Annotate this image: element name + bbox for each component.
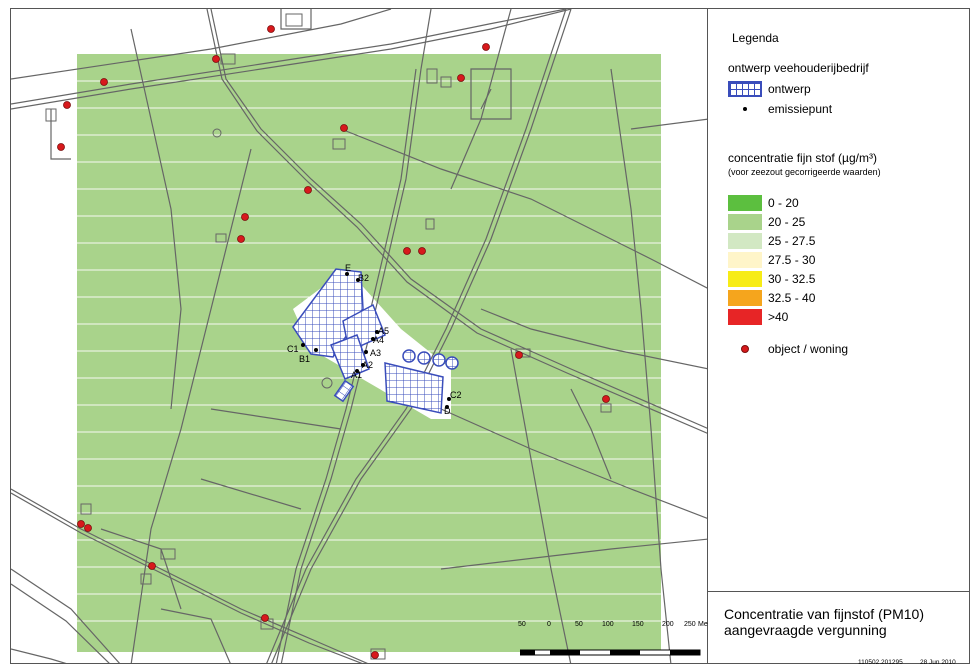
point-label-A2: A2 bbox=[362, 360, 373, 370]
point-label-C2: E bbox=[345, 263, 351, 273]
map-canvas[interactable]: E B2 C1 B1 A5 A4 A3 A2 A1 C2 D bbox=[11, 9, 708, 664]
black-dot-icon bbox=[728, 107, 762, 111]
scale-tick-label: 50 bbox=[518, 621, 526, 628]
scalebar-graphic bbox=[519, 649, 701, 656]
legend-class-label: 27.5 - 30 bbox=[768, 253, 816, 267]
legend-class-row: >40 bbox=[728, 309, 788, 325]
legend-class-row: 27.5 - 30 bbox=[728, 252, 815, 268]
point-label-A5: A5 bbox=[378, 326, 389, 336]
point-label-A4: A4 bbox=[373, 335, 384, 345]
hatch-blue-icon bbox=[728, 81, 762, 97]
red-dot-icon bbox=[728, 345, 762, 353]
point-label-A3: A3 bbox=[370, 348, 381, 358]
legend-class-label: 30 - 32.5 bbox=[768, 272, 816, 286]
legend-class-label: 20 - 25 bbox=[768, 215, 806, 229]
legend-class-swatch bbox=[728, 214, 762, 230]
point-label-E: C2 bbox=[450, 390, 462, 400]
object-woning-markers bbox=[57, 25, 610, 659]
map-title: Concentratie van fijnstof (PM10) aangevr… bbox=[724, 606, 924, 638]
legend-class-row: 0 - 20 bbox=[728, 195, 799, 211]
legend-item-label: emissiepunt bbox=[768, 102, 833, 116]
scale-tick-label: 200 bbox=[662, 621, 674, 628]
legend-class-label: >40 bbox=[768, 310, 789, 324]
point-label-D: D bbox=[444, 406, 451, 416]
point-label-B2: B2 bbox=[358, 273, 369, 283]
scale-tick-label: 50 bbox=[575, 621, 583, 628]
scale-tick-label: 150 bbox=[632, 621, 644, 628]
map-title-box: Concentratie van fijnstof (PM10) aangevr… bbox=[708, 591, 969, 665]
legend-class-swatch bbox=[728, 195, 762, 211]
legend-panel: Legenda ontwerp veehouderijbedrijf ontwe… bbox=[708, 8, 970, 666]
legend-item-ontwerp: ontwerp bbox=[728, 81, 811, 97]
legend-item-object: object / woning bbox=[728, 341, 848, 357]
legend-item-label: object / woning bbox=[768, 342, 849, 356]
scale-tick-label: 100 bbox=[602, 621, 614, 628]
legend-class-swatch bbox=[728, 271, 762, 287]
legend-class-swatch bbox=[728, 290, 762, 306]
legend-class-swatch bbox=[728, 252, 762, 268]
legend-class-label: 0 - 20 bbox=[768, 196, 799, 210]
emission-points bbox=[301, 272, 451, 409]
legend-item-label: ontwerp bbox=[768, 82, 811, 96]
point-label-B1: B1 bbox=[299, 354, 310, 364]
map-title-line2: aangevraagde vergunning bbox=[724, 622, 887, 638]
legend-class-row: 25 - 27.5 bbox=[728, 233, 815, 249]
scale-tick-label: 0 bbox=[547, 621, 551, 628]
legend-class-row: 20 - 25 bbox=[728, 214, 805, 230]
point-label-A1: A1 bbox=[351, 370, 362, 380]
farm-design-buildings bbox=[292, 268, 459, 414]
legend-class-swatch bbox=[728, 233, 762, 249]
legend-section-concentration: concentratie fijn stof (µg/m³) bbox=[728, 151, 877, 165]
legend-class-swatch bbox=[728, 309, 762, 325]
legend-class-row: 32.5 - 40 bbox=[728, 290, 815, 306]
map-title-line1: Concentratie van fijnstof (PM10) bbox=[724, 606, 924, 622]
small-buildings bbox=[45, 13, 612, 660]
legend-item-emissiepunt: emissiepunt bbox=[728, 101, 832, 117]
map-frame[interactable]: E B2 C1 B1 A5 A4 A3 A2 A1 C2 D bbox=[10, 8, 708, 664]
map-date: 28 Jun 2010 bbox=[920, 659, 956, 666]
legend-class-row: 30 - 32.5 bbox=[728, 271, 815, 287]
legend-section-note: (voor zeezout gecorrigeerde waarden) bbox=[728, 167, 881, 177]
scalebar: 50 0 50 100 150 200 250 Meters bbox=[518, 621, 719, 663]
scale-tick-label: 250 bbox=[684, 621, 696, 628]
emission-point-labels: E B2 C1 B1 A5 A4 A3 A2 A1 C2 D bbox=[287, 263, 462, 416]
legend-title: Legenda bbox=[732, 31, 779, 45]
legend-section-design: ontwerp veehouderijbedrijf bbox=[728, 61, 869, 75]
legend-class-label: 25 - 27.5 bbox=[768, 234, 816, 248]
map-code: 110502.201295 bbox=[858, 659, 903, 666]
legend-class-label: 32.5 - 40 bbox=[768, 291, 816, 305]
point-label-C1: C1 bbox=[287, 344, 299, 354]
